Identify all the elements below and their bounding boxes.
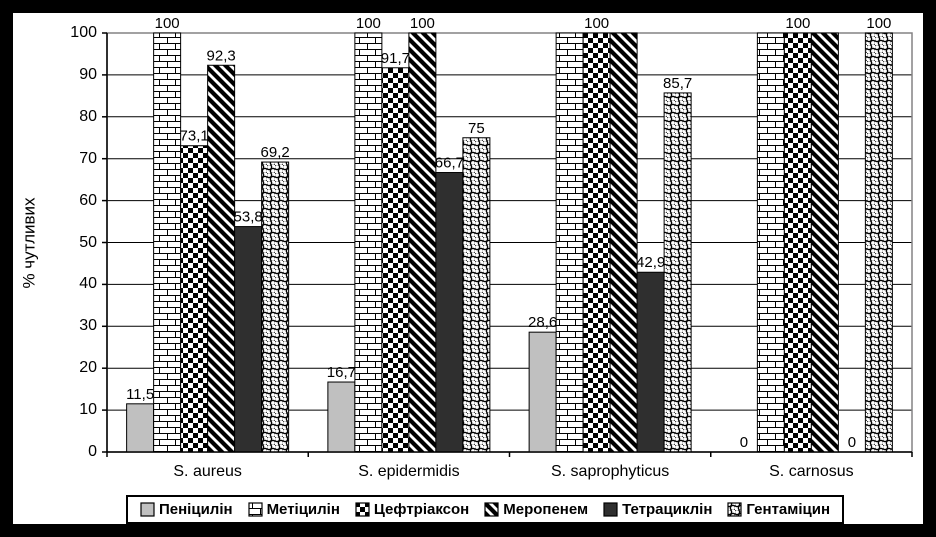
- y-tick-label: 60: [79, 191, 97, 209]
- bar: [864, 32, 893, 453]
- legend-swatch: [727, 502, 743, 517]
- legend-item: Меропенем: [484, 501, 588, 518]
- legend-swatch: [484, 502, 499, 517]
- bar: [756, 32, 785, 453]
- bar: [555, 32, 584, 453]
- y-tick-label: 100: [70, 24, 97, 41]
- y-tick-label: 70: [79, 149, 97, 167]
- bar-label: 85,7: [663, 75, 692, 92]
- bar: [408, 32, 437, 453]
- bar: [153, 32, 182, 453]
- bar-label: 100: [356, 15, 381, 32]
- legend-item: Гентаміцин: [727, 501, 830, 518]
- legend-item: Пеніцилін: [140, 501, 233, 518]
- bar-label: 91,7: [381, 50, 410, 67]
- y-tick-label: 30: [79, 317, 97, 335]
- y-axis-title-text: % чутливих: [20, 196, 39, 289]
- plot-area: 11,5 100 73,1 92,3 53,8 69,2 16,7 100 91,7 100 66,…: [102, 15, 913, 457]
- category-label: S. saprophyticus: [550, 463, 670, 480]
- legend-swatch: [140, 502, 155, 517]
- bar-label: 100: [866, 15, 891, 32]
- bar: [528, 331, 557, 453]
- bar-label: 75: [468, 120, 485, 137]
- legend-item: Тетрациклін: [603, 501, 712, 518]
- bar: [609, 32, 638, 453]
- legend-swatch: [247, 502, 263, 517]
- bar-label: 66,7: [435, 155, 464, 172]
- y-tick-label: 80: [79, 107, 97, 125]
- bar-label: 0: [848, 434, 856, 451]
- legend-label: Тетрациклін: [622, 501, 713, 518]
- bar: [810, 32, 839, 453]
- bar: [435, 172, 464, 453]
- legend-item: Цефтріаксон: [355, 501, 469, 518]
- bar: [663, 92, 692, 453]
- legend-swatch: [355, 502, 370, 517]
- bar: [636, 271, 665, 453]
- bar: [207, 64, 236, 453]
- bar: [126, 403, 155, 453]
- bar-label: 0: [740, 434, 748, 451]
- bar-label: 100: [584, 15, 609, 32]
- legend-label: Пеніцилін: [159, 501, 233, 518]
- legend-item: Метіцилін: [247, 501, 340, 518]
- bar-label: 100: [410, 15, 435, 32]
- bar: [327, 381, 356, 453]
- y-tick-label: 20: [79, 359, 97, 377]
- bar-label: 53,8: [234, 209, 263, 226]
- y-tick-label: 0: [88, 443, 97, 460]
- bar-label: 16,7: [327, 364, 356, 381]
- category-label: S. aureus: [173, 463, 242, 480]
- legend-label: Гентаміцин: [746, 501, 831, 518]
- legend-label: Цефтріаксон: [373, 501, 470, 518]
- bar: [381, 67, 410, 453]
- legend-label: Метіцилін: [266, 501, 340, 518]
- bar-label: 73,1: [180, 128, 209, 145]
- bar: [180, 145, 209, 453]
- bar-label: 69,2: [261, 144, 290, 161]
- y-tick-label: 10: [79, 401, 97, 419]
- bar-label: 100: [155, 15, 180, 32]
- legend-label: Меропенем: [503, 501, 589, 518]
- category-label: S. epidermidis: [358, 463, 460, 480]
- bar: [582, 32, 611, 453]
- legend-swatch: [603, 502, 618, 517]
- bar: [354, 32, 383, 453]
- y-tick-label: 40: [79, 275, 97, 293]
- bar-label: 92,3: [207, 47, 236, 64]
- bar-label: 28,6: [528, 314, 557, 331]
- legend: Пеніцилін Метіцилін Цефтріаксон Меропенем Те…: [126, 495, 845, 524]
- bar: [783, 32, 812, 453]
- bar-label: 100: [785, 15, 810, 32]
- bar: [462, 137, 491, 453]
- category-label: S. carnosus: [769, 463, 854, 480]
- bar-label: 42,9: [636, 254, 665, 271]
- y-tick-label: 50: [79, 233, 97, 251]
- bar: [234, 226, 263, 453]
- bar: [261, 161, 290, 453]
- bar-label: 11,5: [126, 386, 154, 403]
- y-tick-label: 90: [79, 65, 97, 83]
